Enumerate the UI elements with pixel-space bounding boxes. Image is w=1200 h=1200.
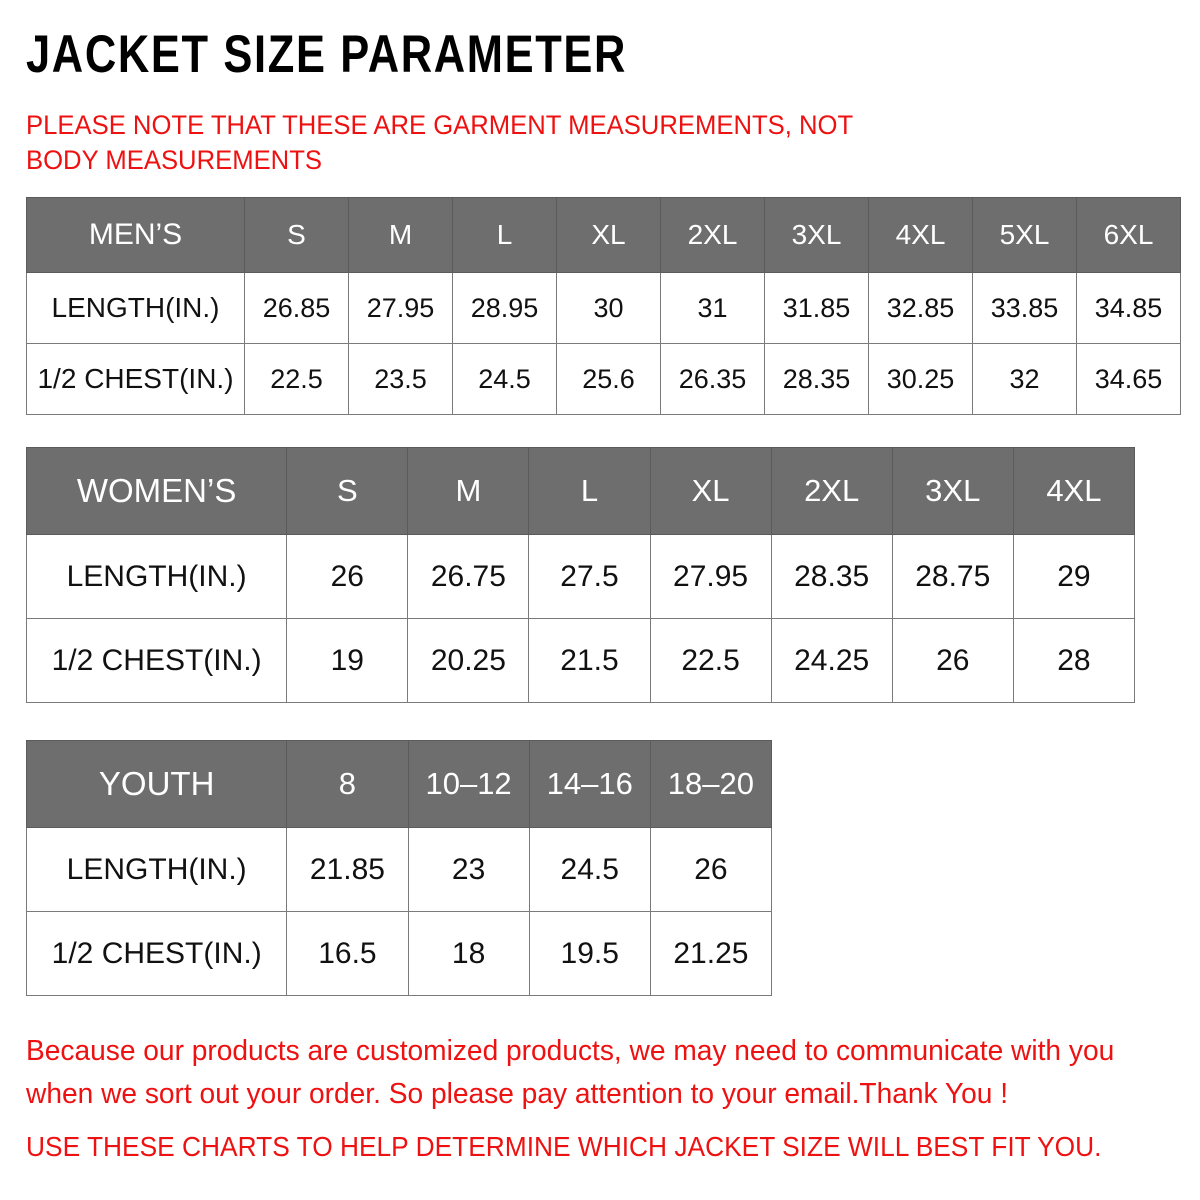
table-row: LENGTH(IN.) 26 26.75 27.5 27.95 28.35 28…: [25, 534, 1136, 619]
womens-col-l: L: [528, 447, 651, 535]
table-row: LENGTH(IN.) 26.85 27.95 28.95 30 31 31.8…: [26, 272, 1181, 344]
table-row: LENGTH(IN.) 21.85 23 24.5 26: [25, 827, 773, 912]
womens-chest-3xl: 26: [891, 618, 1014, 703]
mens-size-table: MEN’S S M L XL 2XL 3XL 4XL 5XL 6XL LENGT…: [26, 197, 1181, 415]
mens-chest-m: 23.5: [348, 343, 453, 415]
womens-table-body: LENGTH(IN.) 26 26.75 27.5 27.95 28.35 28…: [25, 534, 1136, 703]
table-row: 1/2 CHEST(IN.) 16.5 18 19.5 21.25: [25, 911, 773, 996]
mens-chest-l: 24.5: [452, 343, 557, 415]
youth-col-10-12: 10–12: [407, 740, 530, 828]
mens-chest-5xl: 32: [972, 343, 1077, 415]
mens-chest-xl: 25.6: [556, 343, 661, 415]
youth-length-label: LENGTH(IN.): [25, 827, 288, 912]
mens-chest-label: 1/2 CHEST(IN.): [26, 343, 245, 415]
womens-col-m: M: [407, 447, 530, 535]
youth-chest-label: 1/2 CHEST(IN.): [25, 911, 288, 996]
mens-col-l: L: [452, 197, 557, 273]
youth-chest-18-20: 21.25: [649, 911, 773, 996]
use-charts-note: USE THESE CHARTS TO HELP DETERMINE WHICH…: [26, 1131, 1102, 1162]
mens-chest-6xl: 34.65: [1076, 343, 1181, 415]
mens-chest-2xl: 26.35: [660, 343, 765, 415]
mens-col-xl: XL: [556, 197, 661, 273]
youth-table-body: LENGTH(IN.) 21.85 23 24.5 26 1/2 CHEST(I…: [25, 827, 773, 996]
youth-length-10-12: 23: [407, 827, 530, 912]
mens-chest-s: 22.5: [244, 343, 349, 415]
mens-table-body: LENGTH(IN.) 26.85 27.95 28.95 30 31 31.8…: [26, 272, 1181, 415]
youth-size-table: YOUTH 8 10–12 14–16 18–20 LENGTH(IN.) 21…: [25, 740, 773, 996]
womens-col-3xl: 3XL: [891, 447, 1014, 535]
womens-chest-l: 21.5: [528, 618, 651, 703]
mens-length-5xl: 33.85: [972, 272, 1077, 344]
youth-chest-14-16: 19.5: [528, 911, 651, 996]
mens-length-m: 27.95: [348, 272, 453, 344]
mens-length-2xl: 31: [660, 272, 765, 344]
youth-chest-8: 16.5: [286, 911, 409, 996]
womens-length-3xl: 28.75: [891, 534, 1014, 619]
youth-chest-10-12: 18: [407, 911, 530, 996]
youth-length-14-16: 24.5: [528, 827, 651, 912]
table-row: 1/2 CHEST(IN.) 22.5 23.5 24.5 25.6 26.35…: [26, 343, 1181, 415]
womens-length-m: 26.75: [407, 534, 530, 619]
womens-chest-label: 1/2 CHEST(IN.): [25, 618, 288, 703]
womens-col-s: S: [286, 447, 409, 535]
womens-chest-s: 19: [286, 618, 409, 703]
youth-col-18-20: 18–20: [649, 740, 773, 828]
womens-length-label: LENGTH(IN.): [25, 534, 288, 619]
customization-note: Because our products are customized prod…: [26, 1035, 1115, 1110]
womens-corner-label: WOMEN’S: [25, 447, 288, 535]
womens-chest-2xl: 24.25: [770, 618, 893, 703]
mens-chest-3xl: 28.35: [764, 343, 869, 415]
womens-size-table: WOMEN’S S M L XL 2XL 3XL 4XL LENGTH(IN.)…: [25, 447, 1136, 703]
womens-table-header: WOMEN’S S M L XL 2XL 3XL 4XL: [25, 447, 1136, 535]
mens-length-xl: 30: [556, 272, 661, 344]
mens-col-3xl: 3XL: [764, 197, 869, 273]
youth-corner-label: YOUTH: [25, 740, 288, 828]
womens-chest-4xl: 28: [1012, 618, 1136, 703]
mens-table-header: MEN’S S M L XL 2XL 3XL 4XL 5XL 6XL: [26, 197, 1181, 273]
womens-chest-xl: 22.5: [649, 618, 772, 703]
womens-chest-m: 20.25: [407, 618, 530, 703]
mens-length-6xl: 34.85: [1076, 272, 1181, 344]
mens-length-label: LENGTH(IN.): [26, 272, 245, 344]
youth-length-18-20: 26: [649, 827, 773, 912]
womens-col-4xl: 4XL: [1012, 447, 1136, 535]
womens-length-s: 26: [286, 534, 409, 619]
mens-col-6xl: 6XL: [1076, 197, 1181, 273]
mens-col-5xl: 5XL: [972, 197, 1077, 273]
garment-measurement-notice: PLEASE NOTE THAT THESE ARE GARMENT MEASU…: [26, 110, 853, 175]
womens-length-2xl: 28.35: [770, 534, 893, 619]
womens-length-4xl: 29: [1012, 534, 1136, 619]
page-title: JACKET SIZE PARAMETER: [26, 25, 628, 84]
womens-col-2xl: 2XL: [770, 447, 893, 535]
mens-length-s: 26.85: [244, 272, 349, 344]
mens-col-m: M: [348, 197, 453, 273]
youth-table-header: YOUTH 8 10–12 14–16 18–20: [25, 740, 773, 828]
header-row: MEN’S S M L XL 2XL 3XL 4XL 5XL 6XL: [26, 197, 1181, 273]
womens-length-l: 27.5: [528, 534, 651, 619]
mens-corner-label: MEN’S: [26, 197, 245, 273]
mens-chest-4xl: 30.25: [868, 343, 973, 415]
header-row: WOMEN’S S M L XL 2XL 3XL 4XL: [25, 447, 1136, 535]
youth-col-14-16: 14–16: [528, 740, 651, 828]
header-row: YOUTH 8 10–12 14–16 18–20: [25, 740, 773, 828]
youth-length-8: 21.85: [286, 827, 409, 912]
mens-col-4xl: 4XL: [868, 197, 973, 273]
table-row: 1/2 CHEST(IN.) 19 20.25 21.5 22.5 24.25 …: [25, 618, 1136, 703]
mens-length-l: 28.95: [452, 272, 557, 344]
womens-col-xl: XL: [649, 447, 772, 535]
youth-col-8: 8: [286, 740, 409, 828]
mens-col-s: S: [244, 197, 349, 273]
womens-length-xl: 27.95: [649, 534, 772, 619]
mens-col-2xl: 2XL: [660, 197, 765, 273]
mens-length-3xl: 31.85: [764, 272, 869, 344]
mens-length-4xl: 32.85: [868, 272, 973, 344]
